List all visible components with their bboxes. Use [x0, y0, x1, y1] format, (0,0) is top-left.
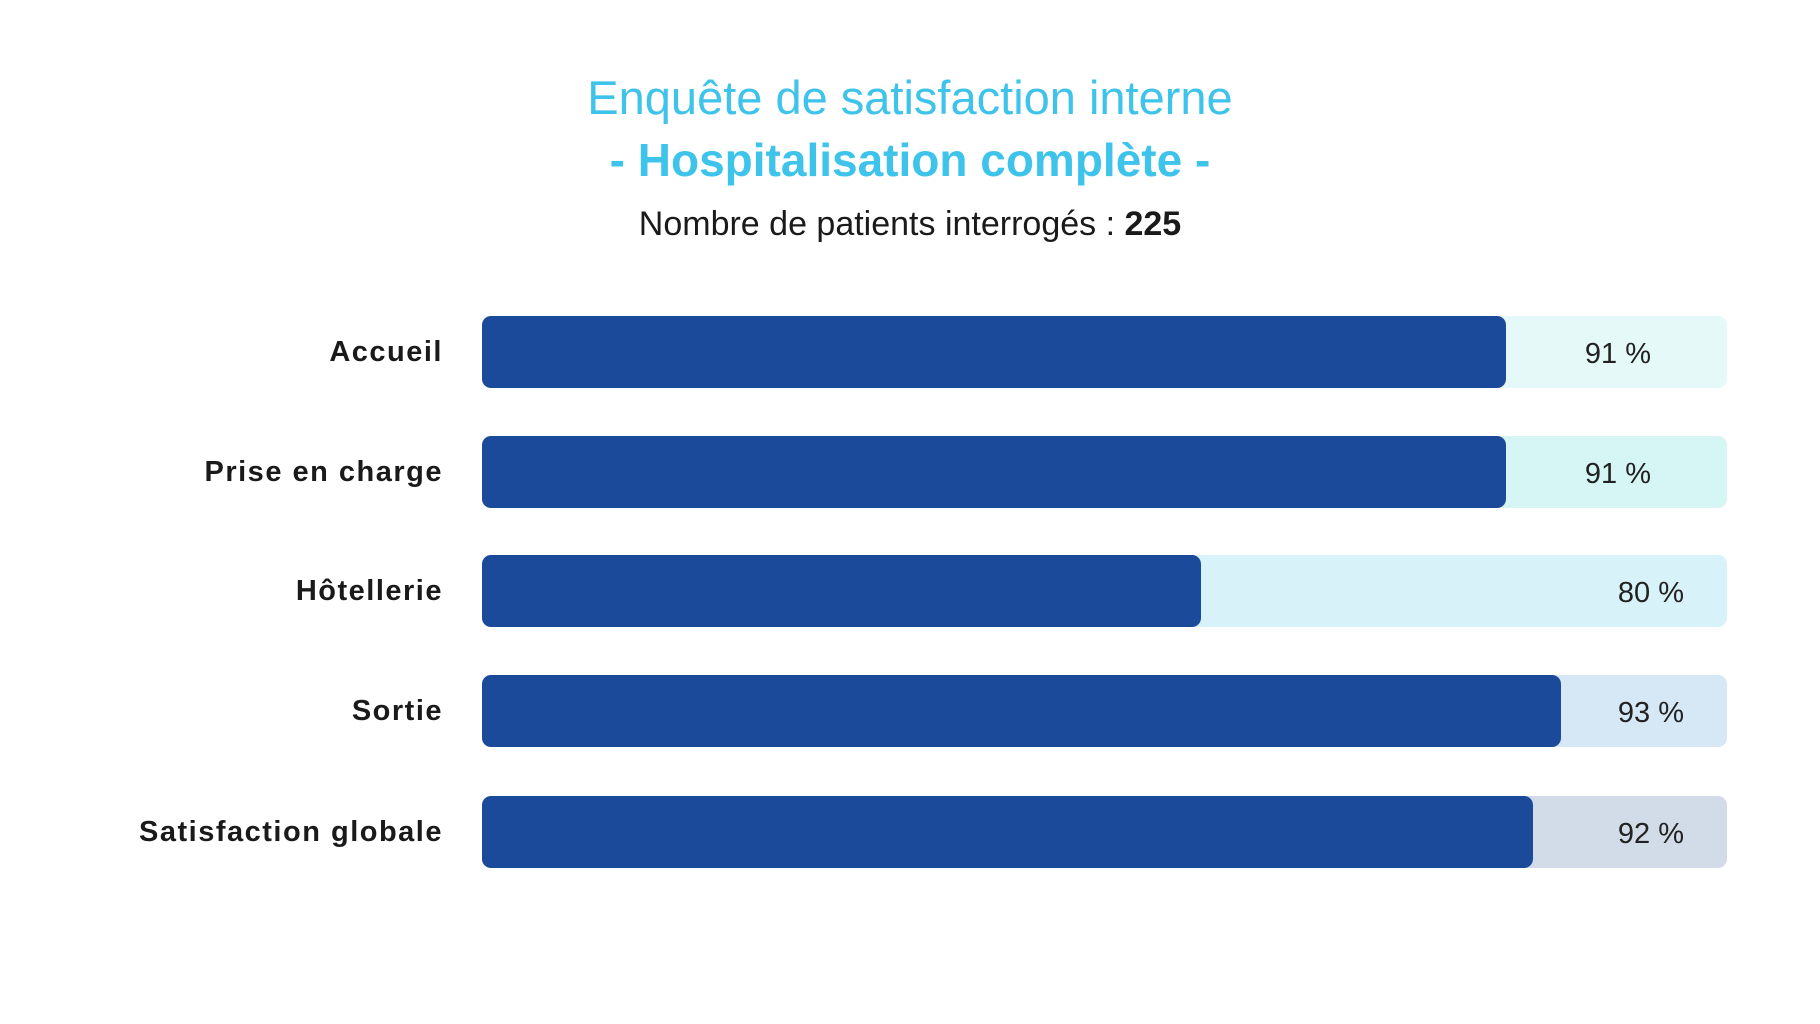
patient-count: Nombre de patients interrogés : 225	[0, 205, 1820, 244]
value-label: 80 %	[1617, 577, 1684, 609]
chart-title: Enquête de satisfaction interne	[587, 71, 1233, 124]
bar-row: Prise en charge 91 %	[0, 436, 1820, 508]
bar-track: 93 %	[482, 675, 1727, 747]
bar-row: Accueil 91 %	[0, 316, 1820, 388]
value-label: 92 %	[1617, 818, 1684, 850]
value-label: 93 %	[1617, 697, 1684, 729]
bar	[482, 436, 1506, 508]
bar	[482, 555, 1202, 627]
category-label: Hôtellerie	[295, 575, 443, 607]
value-label: 91 %	[1584, 458, 1651, 490]
bar-track: 92 %	[482, 796, 1727, 868]
category-label: Accueil	[329, 336, 443, 368]
patient-count-label: Nombre de patients interrogés :	[638, 205, 1125, 243]
chart-subtitle: - Hospitalisation complète -	[609, 134, 1211, 186]
bar	[482, 675, 1561, 747]
bar	[482, 796, 1534, 868]
category-label: Satisfaction globale	[139, 816, 443, 848]
bar-row: Satisfaction globale 92 %	[0, 796, 1820, 868]
category-label: Sortie	[351, 695, 443, 727]
bar-track: 91 %	[482, 316, 1727, 388]
category-label: Prise en charge	[204, 456, 443, 488]
bar-track: 80 %	[482, 555, 1727, 627]
patient-count-value: 225	[1124, 205, 1182, 243]
bar	[482, 316, 1506, 388]
value-label: 91 %	[1584, 338, 1651, 370]
bar-track: 91 %	[482, 436, 1727, 508]
bar-row: Hôtellerie 80 %	[0, 555, 1820, 627]
bar-row: Sortie 93 %	[0, 675, 1820, 747]
